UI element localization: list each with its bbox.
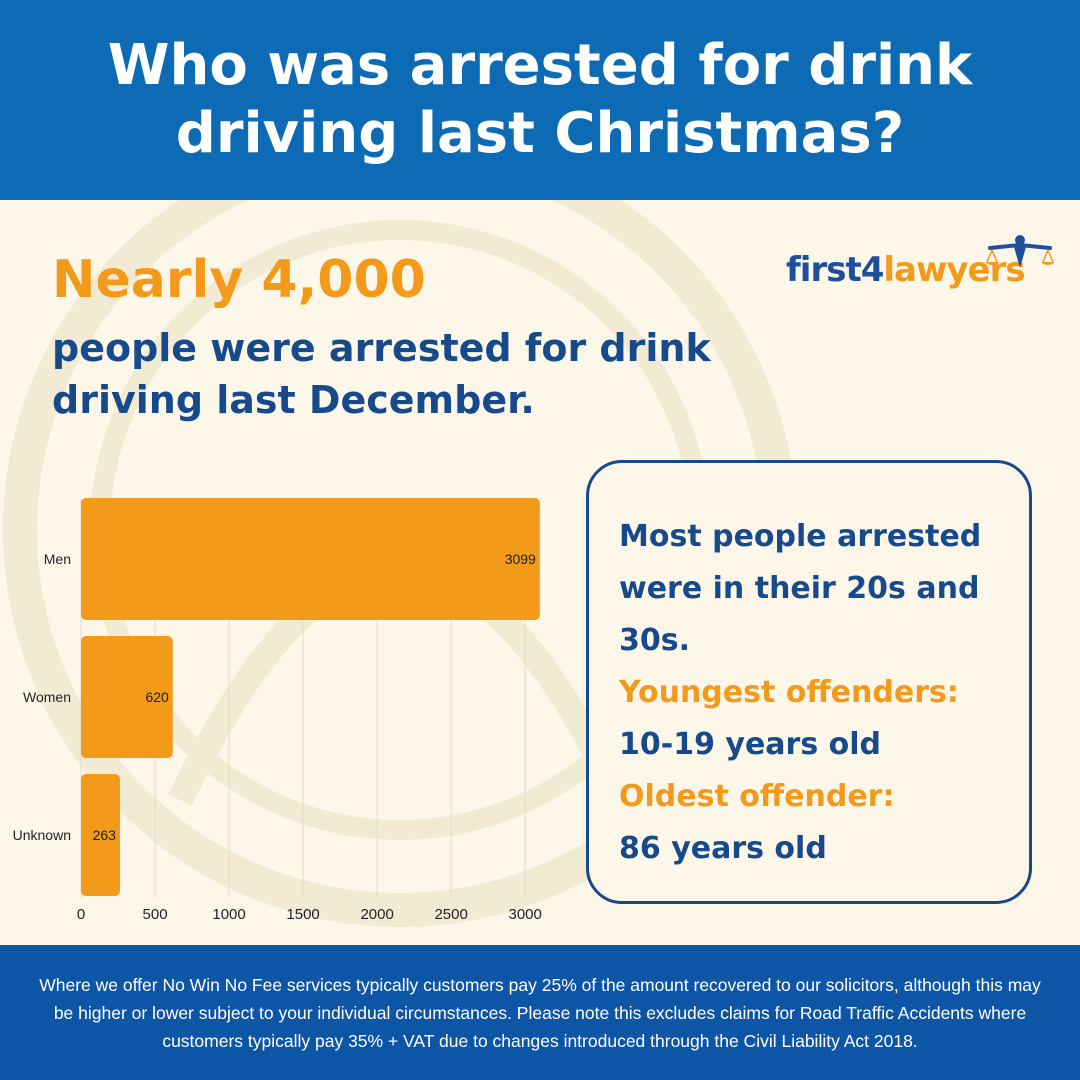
bar-women [81, 636, 173, 758]
bar-men [81, 498, 540, 620]
category-label: Women [23, 689, 71, 705]
first4lawyers-logo: first4lawyers [786, 232, 1056, 302]
x-tick-label: 500 [143, 906, 168, 923]
x-tick-label: 1500 [286, 906, 319, 923]
logo-text-first4: first4 [786, 250, 884, 290]
data-label: 620 [145, 689, 169, 705]
card-oldest-label: Oldest offender: [619, 779, 895, 814]
arrests-bar-chart: 0 500 1000 1500 2000 2500 3000 Men 3099 Women 620 U… [13, 498, 542, 923]
category-label: Unknown [13, 827, 71, 843]
data-label: 263 [93, 827, 117, 843]
age-facts-card: Most people arrested were in their 20s a… [586, 460, 1032, 904]
footer-disclaimer: Where we offer No Win No Fee services ty… [0, 945, 1080, 1080]
x-tick-label: 3000 [509, 906, 542, 923]
data-label: 3099 [505, 551, 536, 567]
scales-of-justice-icon [986, 235, 1054, 268]
logo-text-lawyers: lawyers [883, 250, 1025, 290]
card-youngest-value: 10-19 years old [619, 727, 882, 762]
category-label: Men [44, 551, 71, 567]
x-tick-label: 2000 [360, 906, 393, 923]
headline-text: people were arrested for drink driving l… [52, 326, 711, 422]
card-age-summary: Most people arrested were in their 20s a… [619, 519, 982, 658]
x-tick-label: 2500 [434, 906, 467, 923]
x-tick-label: 0 [77, 906, 85, 923]
card-youngest-label: Youngest offenders: [619, 675, 959, 710]
bar-unknown [81, 774, 120, 896]
page-title: Who was arrested for drink driving last … [107, 33, 973, 166]
disclaimer-text: Where we offer No Win No Fee services ty… [39, 974, 1041, 1051]
header-banner: Who was arrested for drink driving last … [0, 0, 1080, 200]
card-oldest-value: 86 years old [619, 831, 827, 866]
headline-stat: Nearly 4,000 [52, 250, 426, 310]
x-tick-label: 1000 [212, 906, 245, 923]
